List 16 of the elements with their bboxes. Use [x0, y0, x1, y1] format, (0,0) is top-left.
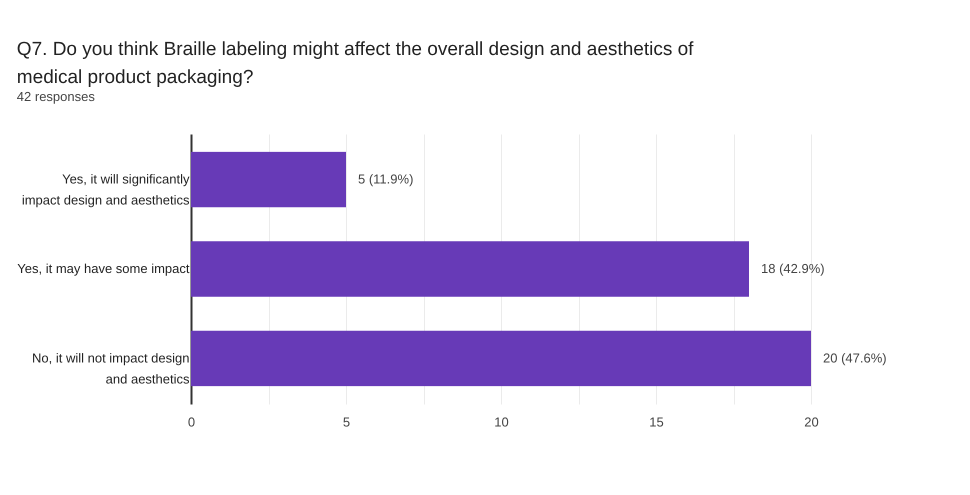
y-tick-label: Yes, it will significantly impact design and aesthetics: [22, 172, 190, 208]
x-tick-label: 0: [188, 414, 196, 430]
x-tick-label: 20: [804, 414, 819, 430]
x-tick-label: 10: [494, 414, 509, 430]
data-label: 20 (47.6%): [823, 350, 887, 366]
bar: [191, 241, 749, 297]
y-tick-label: No, it will not impact design and aesthetics: [32, 350, 190, 386]
data-label: 5 (11.9%): [358, 172, 414, 187]
bar: [191, 152, 346, 208]
data-label: 18 (42.9%): [761, 261, 825, 276]
x-tick-label: 5: [342, 414, 350, 430]
bar: [191, 330, 811, 386]
chart-title: Q7. Do you think Braille labeling might affect the overall design and aesthetics of medical product packaging?: [16, 39, 694, 88]
text: 42 responses: [16, 89, 96, 104]
x-tick-label: 15: [649, 414, 664, 430]
y-tick-label: Yes, it may have some impact: [17, 261, 190, 276]
